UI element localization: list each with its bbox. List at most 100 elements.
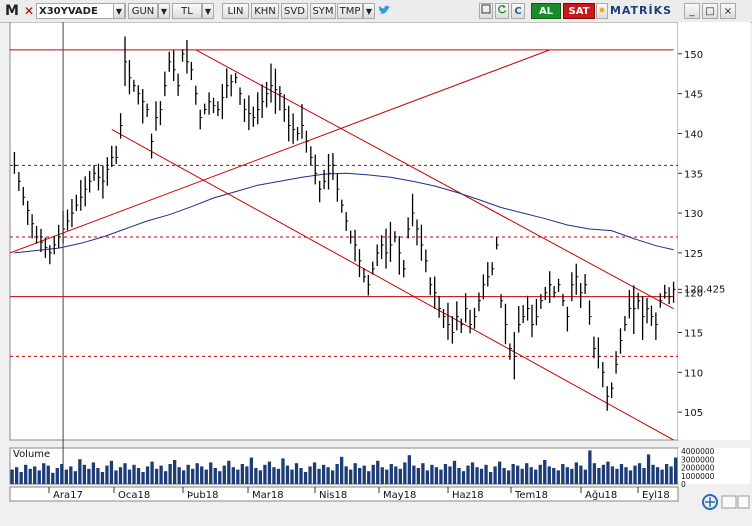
volume-bar <box>457 468 461 484</box>
volume-bar <box>73 471 78 484</box>
close-symbol-icon[interactable]: ✕ <box>23 4 35 18</box>
volume-bar <box>64 469 68 484</box>
x-tick-label: Ağu18 <box>585 489 617 501</box>
volume-bar <box>516 465 520 484</box>
volume-bar <box>615 468 619 484</box>
period-button[interactable]: GUN <box>128 3 158 19</box>
volume-bar <box>15 467 19 484</box>
price-chart[interactable]: 105 110 115 120 125 130 135 140 145 150 120.425 Vol… <box>0 21 752 522</box>
settings-icon[interactable] <box>702 494 718 510</box>
y-tick-label: 105 <box>684 408 703 419</box>
symbol-input[interactable]: X30YVADE <box>36 3 126 19</box>
volume-bar <box>493 466 497 484</box>
y-tick-label: 110 <box>684 368 703 379</box>
volume-bar <box>592 463 597 484</box>
volume-bar <box>290 469 294 484</box>
volume-bar <box>353 463 357 484</box>
volume-bar <box>87 468 91 484</box>
volume-bar <box>362 465 366 484</box>
volume-bar <box>276 468 281 484</box>
volume-bar <box>610 466 615 484</box>
volume-bar <box>154 468 159 484</box>
volume-bar <box>294 463 299 484</box>
scale-button[interactable]: LIN <box>222 3 249 19</box>
volume-bar <box>308 466 312 484</box>
volume-bar <box>317 468 321 484</box>
volume-bar <box>552 468 556 484</box>
volume-bar <box>163 471 168 484</box>
svd-button[interactable]: SVD <box>281 3 308 19</box>
khn-button[interactable]: KHN <box>251 3 279 19</box>
volume-bar <box>200 466 204 484</box>
refresh-icon[interactable] <box>495 3 509 19</box>
volume-bar <box>448 466 452 484</box>
volume-bar <box>673 457 678 484</box>
twitter-icon[interactable] <box>377 3 391 19</box>
currency-dropdown-icon[interactable]: ▼ <box>202 3 214 19</box>
volume-bar <box>439 469 443 484</box>
volume-bar <box>150 461 154 484</box>
volume-bar <box>100 472 105 484</box>
volume-bar <box>421 463 425 484</box>
volume-bar <box>28 468 32 484</box>
volume-bar <box>145 466 150 484</box>
volume-bar <box>55 468 59 484</box>
x-tick-label: Ara17 <box>53 490 83 501</box>
volume-bar <box>312 462 317 484</box>
volume-bar <box>511 464 515 484</box>
c-icon[interactable]: C <box>511 3 525 19</box>
sym-button[interactable]: SYM <box>310 3 336 19</box>
plot-layer <box>10 36 678 440</box>
template-button[interactable]: TMP <box>337 3 363 19</box>
volume-axis-area <box>678 448 750 484</box>
volume-tick-label: 3000000 <box>681 455 715 464</box>
volume-bar <box>430 464 434 484</box>
period-dropdown-icon[interactable]: ▼ <box>158 3 170 19</box>
symbol-dropdown-icon[interactable]: ▼ <box>113 3 125 19</box>
volume-bar <box>24 464 28 484</box>
volume-bar <box>651 464 655 484</box>
sell-button[interactable]: SAT <box>563 3 595 19</box>
volume-bar <box>529 467 533 484</box>
volume-bar <box>263 464 267 484</box>
template-dropdown-icon[interactable]: ▼ <box>363 3 375 19</box>
window-button-3[interactable]: × <box>720 3 736 19</box>
volume-bar <box>118 467 123 484</box>
volume-bar <box>236 469 240 484</box>
volume-bar <box>466 465 470 484</box>
volume-bar <box>227 460 231 484</box>
volume-bar <box>303 472 308 484</box>
y-tick-label: 135 <box>684 169 703 180</box>
volume-bar <box>520 468 524 484</box>
price-panel <box>9 21 679 441</box>
y-tick-label: 115 <box>684 329 703 340</box>
volume-bar <box>222 465 226 484</box>
volume-bar <box>434 467 439 484</box>
volume-bar <box>583 469 588 484</box>
x-tick-label: Mar18 <box>252 490 284 501</box>
currency-button[interactable]: TL <box>172 3 202 19</box>
volume-bar <box>299 468 303 484</box>
volume-bar <box>213 468 217 484</box>
y-tick-label: 120 <box>684 289 703 300</box>
buy-button[interactable]: AL <box>531 3 561 19</box>
volume-bar <box>628 470 633 484</box>
volume-bar <box>376 460 380 484</box>
scroll-button[interactable] <box>721 495 737 509</box>
volume-bar <box>69 466 73 484</box>
volume-bar <box>123 463 127 484</box>
volume-bar <box>19 472 23 484</box>
volume-bar <box>326 467 330 484</box>
window-button-1[interactable]: _ <box>684 3 700 19</box>
volume-bar <box>182 470 186 484</box>
volume-bar <box>398 468 402 484</box>
window-button-2[interactable]: □ <box>702 3 718 19</box>
zoom-icon[interactable] <box>479 3 493 19</box>
volume-bar <box>479 468 484 484</box>
volume-bar <box>475 467 479 484</box>
trend-line <box>111 129 674 440</box>
scroll-button[interactable] <box>737 495 750 509</box>
sun-icon[interactable] <box>596 3 608 19</box>
volume-bar <box>258 470 263 484</box>
volume-bar <box>281 458 285 484</box>
